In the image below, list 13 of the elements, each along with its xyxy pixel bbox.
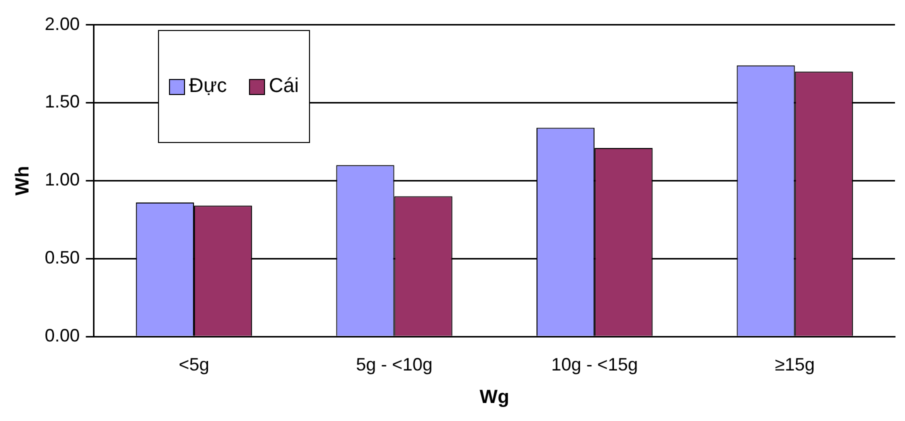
- y-tick-label: 0.00: [44, 326, 80, 346]
- legend-label: Đực: [189, 75, 227, 98]
- y-tick-label: 1.50: [44, 92, 80, 112]
- y-axis-title: Wh: [12, 166, 34, 196]
- x-tick-label: <5g: [178, 354, 210, 374]
- y-tick-label: 0.50: [44, 248, 80, 268]
- x-tick-label: 5g - <10g: [356, 354, 433, 374]
- legend-label: Cái: [268, 75, 299, 98]
- x-axis-title: Wg: [480, 386, 510, 408]
- y-tick-label: 2.00: [44, 14, 80, 34]
- y-tick-label: 1.00: [44, 170, 80, 190]
- x-tick-label: 10g - <15g: [551, 354, 638, 374]
- x-tick-label: ≥15g: [774, 354, 815, 374]
